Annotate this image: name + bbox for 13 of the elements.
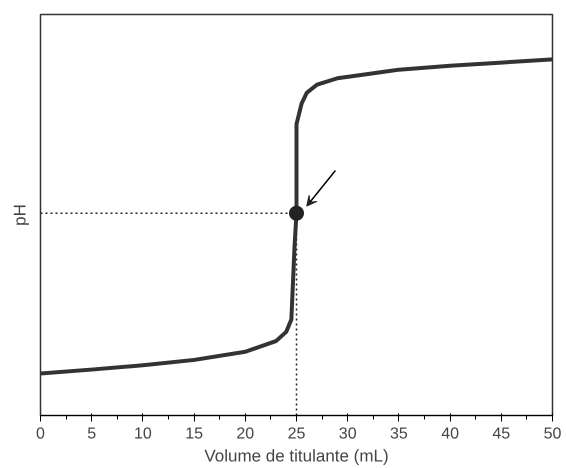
x-tick-label: 35 [390,426,408,442]
x-tick-label: 5 [87,426,96,442]
y-axis-title: pH [10,204,30,226]
x-axis-title: Volume de titulante (mL) [204,446,389,466]
x-tick-label: 25 [288,426,306,442]
x-tick-label: 45 [492,426,510,442]
x-tick-label: 10 [134,426,152,442]
x-tick-label: 20 [236,426,254,442]
x-tick-label: 30 [338,426,357,442]
x-tick-label: 15 [185,426,204,442]
x-tick-label: 40 [441,426,460,442]
x-tick-label: 50 [544,426,562,442]
x-tick-label: 0 [36,426,46,442]
